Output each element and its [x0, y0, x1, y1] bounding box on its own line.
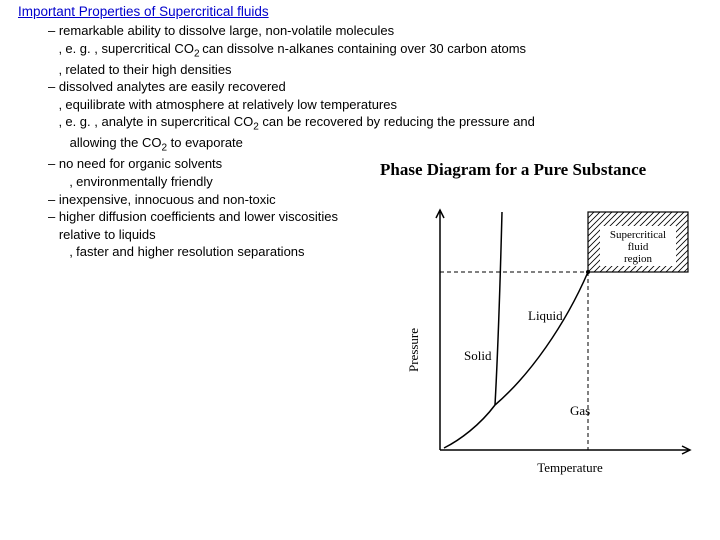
text: can be recovered by reducing the pressur… [259, 114, 535, 129]
line: ‚ e. g. , supercritical CO2 can dissolve… [48, 40, 708, 61]
scf-label-2: fluid [628, 241, 649, 253]
region-liquid-label: Liquid [528, 308, 563, 323]
text: ‚ e. g. , analyte in supercritical CO [48, 114, 253, 129]
text: to evaporate [167, 135, 243, 150]
y-axis-label: Pressure [406, 328, 421, 372]
region-gas-label: Gas [570, 403, 590, 418]
text: can dissolve n-alkanes containing over 3… [202, 41, 526, 56]
section-heading: Important Properties of Supercritical fl… [18, 4, 269, 19]
diagram-title: Phase Diagram for a Pure Substance [380, 160, 646, 180]
text: allowing the CO [48, 135, 161, 150]
line: – dissolved analytes are easily recovere… [48, 78, 708, 96]
region-solid-label: Solid [464, 348, 492, 363]
line: ‚ related to their high densities [48, 61, 708, 79]
line: allowing the CO2 to evaporate [48, 134, 708, 155]
text: ‚ e. g. , supercritical CO [48, 41, 194, 56]
scf-label-3: region [624, 253, 653, 265]
x-axis-label: Temperature [537, 460, 603, 475]
phase-diagram: Pressure Temperature Solid Liquid Gas Su… [400, 190, 700, 490]
line: – remarkable ability to dissolve large, … [48, 22, 708, 40]
line: ‚ e. g. , analyte in supercritical CO2 c… [48, 113, 708, 134]
line: ‚ equilibrate with atmosphere at relativ… [48, 96, 708, 114]
scf-label-1: Supercritical [610, 229, 666, 241]
